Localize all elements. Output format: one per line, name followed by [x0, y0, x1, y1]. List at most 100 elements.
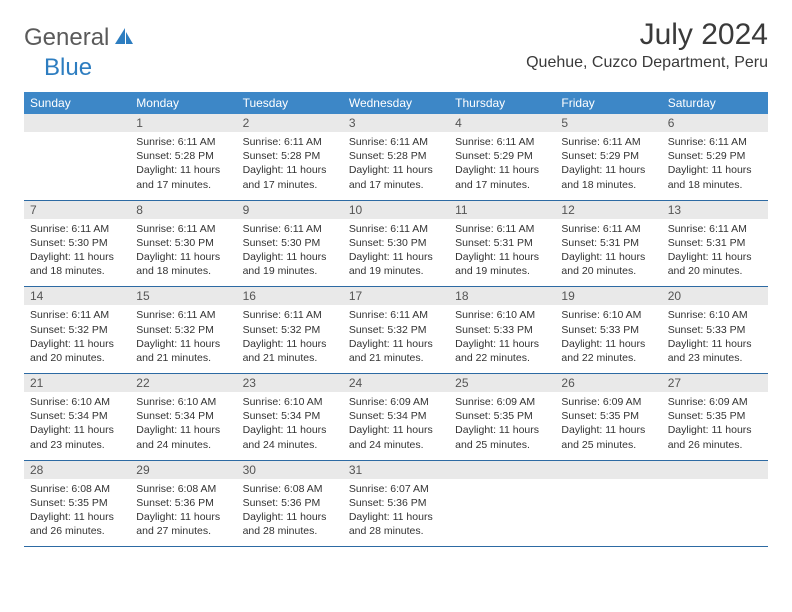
dow-sunday: Sunday: [24, 92, 130, 114]
day-number: 26: [555, 374, 661, 392]
sunrise-text: Sunrise: 6:10 AM: [668, 308, 762, 322]
daylight-text-1: Daylight: 11 hours: [136, 250, 230, 264]
daylight-text-2: and 21 minutes.: [243, 351, 337, 365]
day-number: 17: [343, 287, 449, 305]
sunrise-text: Sunrise: 6:11 AM: [30, 308, 124, 322]
day-body: Sunrise: 6:08 AMSunset: 5:36 PMDaylight:…: [237, 479, 343, 547]
day-body: Sunrise: 6:11 AMSunset: 5:32 PMDaylight:…: [343, 305, 449, 373]
daylight-text-2: and 17 minutes.: [349, 178, 443, 192]
sunrise-text: Sunrise: 6:11 AM: [30, 222, 124, 236]
day-body: Sunrise: 6:09 AMSunset: 5:35 PMDaylight:…: [449, 392, 555, 460]
daylight-text-1: Daylight: 11 hours: [30, 250, 124, 264]
sunset-text: Sunset: 5:34 PM: [136, 409, 230, 423]
dow-monday: Monday: [130, 92, 236, 114]
calendar-grid: Sunday Monday Tuesday Wednesday Thursday…: [24, 92, 768, 547]
sunset-text: Sunset: 5:33 PM: [455, 323, 549, 337]
sunrise-text: Sunrise: 6:11 AM: [668, 135, 762, 149]
sunset-text: Sunset: 5:36 PM: [349, 496, 443, 510]
daylight-text-2: and 19 minutes.: [455, 264, 549, 278]
sunrise-text: Sunrise: 6:10 AM: [455, 308, 549, 322]
day-body: Sunrise: 6:10 AMSunset: 5:33 PMDaylight:…: [555, 305, 661, 373]
sunset-text: Sunset: 5:35 PM: [455, 409, 549, 423]
day-body: Sunrise: 6:11 AMSunset: 5:29 PMDaylight:…: [662, 132, 768, 200]
sunset-text: Sunset: 5:36 PM: [243, 496, 337, 510]
daylight-text-1: Daylight: 11 hours: [349, 250, 443, 264]
day-number: 14: [24, 287, 130, 305]
daylight-text-1: Daylight: 11 hours: [561, 163, 655, 177]
day-body: Sunrise: 6:11 AMSunset: 5:32 PMDaylight:…: [130, 305, 236, 373]
daylight-text-2: and 21 minutes.: [136, 351, 230, 365]
daylight-text-1: Daylight: 11 hours: [136, 163, 230, 177]
sunset-text: Sunset: 5:36 PM: [136, 496, 230, 510]
day-body: Sunrise: 6:10 AMSunset: 5:33 PMDaylight:…: [449, 305, 555, 373]
sunrise-text: Sunrise: 6:11 AM: [349, 308, 443, 322]
sunset-text: Sunset: 5:32 PM: [30, 323, 124, 337]
sunrise-text: Sunrise: 6:09 AM: [455, 395, 549, 409]
daylight-text-2: and 26 minutes.: [30, 524, 124, 538]
sunset-text: Sunset: 5:34 PM: [30, 409, 124, 423]
daylight-text-1: Daylight: 11 hours: [455, 337, 549, 351]
logo-text-blue: Blue: [44, 54, 92, 82]
day-body: Sunrise: 6:11 AMSunset: 5:32 PMDaylight:…: [24, 305, 130, 373]
daylight-text-1: Daylight: 11 hours: [136, 337, 230, 351]
sunrise-text: Sunrise: 6:11 AM: [136, 222, 230, 236]
title-block: July 2024 Quehue, Cuzco Department, Peru: [526, 18, 768, 72]
daylight-text-1: Daylight: 11 hours: [668, 337, 762, 351]
day-number: 25: [449, 374, 555, 392]
daylight-text-1: Daylight: 11 hours: [243, 250, 337, 264]
daylight-text-2: and 18 minutes.: [30, 264, 124, 278]
day-number: 19: [555, 287, 661, 305]
dow-wednesday: Wednesday: [343, 92, 449, 114]
dow-saturday: Saturday: [662, 92, 768, 114]
day-number: 23: [237, 374, 343, 392]
daylight-text-2: and 23 minutes.: [30, 438, 124, 452]
day-number: [662, 461, 768, 479]
daylight-text-1: Daylight: 11 hours: [243, 423, 337, 437]
day-body: Sunrise: 6:11 AMSunset: 5:30 PMDaylight:…: [237, 219, 343, 287]
sunrise-text: Sunrise: 6:09 AM: [668, 395, 762, 409]
day-number: 5: [555, 114, 661, 132]
daylight-text-2: and 26 minutes.: [668, 438, 762, 452]
logo-text-general: General: [24, 24, 109, 52]
daylight-text-2: and 17 minutes.: [136, 178, 230, 192]
sunrise-text: Sunrise: 6:11 AM: [136, 308, 230, 322]
daylight-text-2: and 28 minutes.: [243, 524, 337, 538]
week-row: 123456Sunrise: 6:11 AMSunset: 5:28 PMDay…: [24, 114, 768, 201]
daylight-text-2: and 28 minutes.: [349, 524, 443, 538]
weeks-container: 123456Sunrise: 6:11 AMSunset: 5:28 PMDay…: [24, 114, 768, 547]
daylight-text-1: Daylight: 11 hours: [30, 510, 124, 524]
daylight-text-2: and 18 minutes.: [136, 264, 230, 278]
day-body: Sunrise: 6:11 AMSunset: 5:29 PMDaylight:…: [449, 132, 555, 200]
day-number: 12: [555, 201, 661, 219]
day-body: [662, 479, 768, 547]
dow-friday: Friday: [555, 92, 661, 114]
daylight-text-2: and 18 minutes.: [668, 178, 762, 192]
day-number: 27: [662, 374, 768, 392]
day-body: Sunrise: 6:11 AMSunset: 5:28 PMDaylight:…: [343, 132, 449, 200]
daylight-text-2: and 17 minutes.: [455, 178, 549, 192]
day-body: Sunrise: 6:11 AMSunset: 5:32 PMDaylight:…: [237, 305, 343, 373]
sunset-text: Sunset: 5:30 PM: [30, 236, 124, 250]
sunset-text: Sunset: 5:30 PM: [349, 236, 443, 250]
daylight-text-1: Daylight: 11 hours: [349, 423, 443, 437]
daylight-text-2: and 17 minutes.: [243, 178, 337, 192]
sunset-text: Sunset: 5:35 PM: [668, 409, 762, 423]
day-number: 8: [130, 201, 236, 219]
day-body: Sunrise: 6:09 AMSunset: 5:35 PMDaylight:…: [662, 392, 768, 460]
daylight-text-1: Daylight: 11 hours: [668, 250, 762, 264]
sunrise-text: Sunrise: 6:10 AM: [561, 308, 655, 322]
sunrise-text: Sunrise: 6:07 AM: [349, 482, 443, 496]
daylight-text-2: and 20 minutes.: [30, 351, 124, 365]
day-body: Sunrise: 6:11 AMSunset: 5:31 PMDaylight:…: [662, 219, 768, 287]
daylight-text-2: and 22 minutes.: [455, 351, 549, 365]
daylight-text-1: Daylight: 11 hours: [561, 423, 655, 437]
sunset-text: Sunset: 5:28 PM: [136, 149, 230, 163]
daylight-text-2: and 27 minutes.: [136, 524, 230, 538]
day-body: Sunrise: 6:11 AMSunset: 5:31 PMDaylight:…: [449, 219, 555, 287]
sunset-text: Sunset: 5:32 PM: [243, 323, 337, 337]
sunrise-text: Sunrise: 6:08 AM: [136, 482, 230, 496]
day-number: 15: [130, 287, 236, 305]
day-number: 7: [24, 201, 130, 219]
day-body: Sunrise: 6:11 AMSunset: 5:30 PMDaylight:…: [130, 219, 236, 287]
day-body: Sunrise: 6:11 AMSunset: 5:30 PMDaylight:…: [24, 219, 130, 287]
